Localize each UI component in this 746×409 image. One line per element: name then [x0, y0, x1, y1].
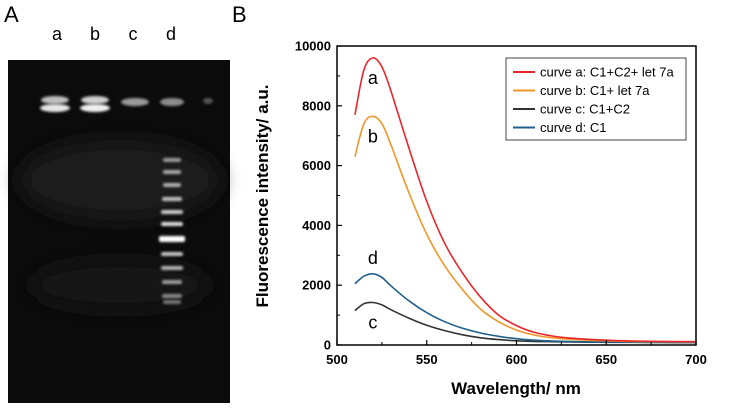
fluorescence-chart: 500 550 600 650 700 0 2000 4000 6000 8000 10000 a b…: [253, 39, 707, 399]
y-tick-label: 10000: [295, 39, 331, 54]
gel-haze: [20, 140, 220, 220]
well-band-a-lower: [40, 104, 70, 112]
y-tick-label: 4000: [302, 218, 331, 233]
x-tick-label: 700: [685, 352, 707, 367]
lane-labels: a b c d: [52, 24, 176, 44]
well-spot: [203, 98, 213, 104]
panel-b-label: B: [232, 2, 247, 27]
curve-letter-d: d: [368, 248, 378, 268]
x-tick-label: 500: [326, 352, 348, 367]
legend-entry-a: curve a: C1+C2+ let 7a: [540, 65, 674, 80]
well-band-b-lower: [80, 104, 110, 112]
ladder-band: [161, 266, 183, 270]
ladder-band: [161, 252, 183, 256]
axis-ticks: 500 550 600 650 700 0 2000 4000 6000 8000 10000: [295, 39, 707, 368]
gel-haze-lower: [30, 260, 210, 310]
ladder-band: [163, 158, 181, 162]
y-tick-label: 8000: [302, 98, 331, 113]
well-band-d: [160, 98, 184, 106]
y-tick-label: 6000: [302, 158, 331, 173]
legend-entry-c: curve c: C1+C2: [540, 102, 630, 117]
well-band-b: [81, 96, 109, 104]
lane-label-a: a: [52, 24, 63, 44]
series-line-c: [354, 301, 697, 344]
y-tick-label: 2000: [302, 278, 331, 293]
ladder-band: [162, 197, 182, 201]
x-tick-label: 650: [595, 352, 617, 367]
gel-background: [8, 60, 230, 403]
ladder-band: [163, 170, 181, 174]
legend-box: [505, 57, 687, 141]
x-tick-label: 550: [416, 352, 438, 367]
curve-letter-a: a: [368, 68, 379, 88]
ladder-band: [163, 183, 181, 187]
x-axis-title: Wavelength/ nm: [451, 379, 581, 398]
curve-letter-c: c: [368, 313, 377, 333]
curve-letters: a b c d: [368, 68, 379, 333]
lane-label-c: c: [129, 24, 138, 44]
ladder-band: [162, 280, 182, 284]
legend: curve a: C1+C2+ let 7a curve b: C1+ let 7…: [505, 57, 687, 141]
ladder-band: [161, 222, 183, 226]
gel-wells: [40, 96, 213, 112]
series-line-d: [354, 272, 697, 344]
gel-image: [8, 60, 230, 403]
y-axis-title: Fluorescence intensity/ a.u.: [253, 85, 272, 308]
x-tick-label: 600: [506, 352, 528, 367]
series-layer: [354, 57, 697, 344]
legend-entry-b: curve b: C1+ let 7a: [540, 83, 650, 98]
legend-entry-d: curve d: C1: [540, 120, 606, 135]
ladder-band: [159, 236, 185, 242]
y-tick-label: 0: [324, 338, 331, 353]
series-line-b: [354, 115, 697, 343]
panel-a-label: A: [4, 2, 19, 27]
ladder-band: [161, 210, 183, 214]
curve-letter-b: b: [368, 126, 378, 146]
lane-label-b: b: [90, 24, 100, 44]
well-band-c: [121, 98, 149, 106]
series-line-a: [354, 57, 697, 343]
lane-label-d: d: [166, 24, 176, 44]
ladder-bands: [159, 158, 185, 304]
ladder-band: [162, 294, 182, 298]
ladder-band: [163, 300, 181, 304]
well-band-a: [41, 96, 69, 104]
